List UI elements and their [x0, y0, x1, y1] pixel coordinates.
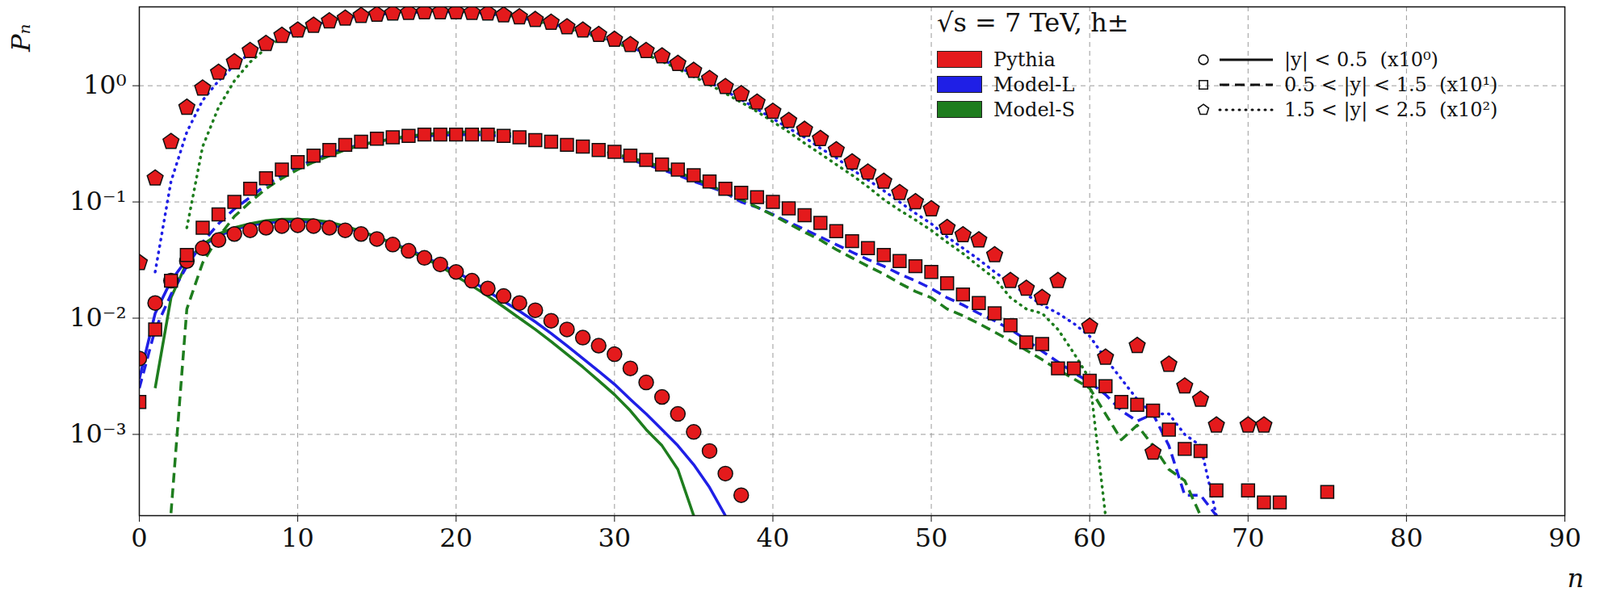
svg-text:10: 10 — [281, 522, 315, 554]
svg-text:10⁰: 10⁰ — [83, 69, 127, 101]
html-text:n: n — [1567, 562, 1584, 594]
svg-text:10⁻³: 10⁻³ — [69, 418, 126, 450]
html-text:Pₙ: Pₙ — [5, 23, 37, 52]
svg-text:20: 20 — [439, 522, 473, 554]
html-text:|y| < 0.5 (x10⁰): |y| < 0.5 (x10⁰) — [1284, 48, 1439, 72]
svg-text:10⁻²: 10⁻² — [69, 302, 126, 333]
html-text:Pythia: Pythia — [993, 48, 1056, 72]
svg-text:70: 70 — [1231, 522, 1265, 554]
html-text:√s = 7 TeV, h±: √s = 7 TeV, h± — [936, 7, 1129, 38]
html-text:Model-L: Model-L — [993, 73, 1075, 97]
svg-text:90: 90 — [1548, 522, 1582, 554]
svg-text:40: 40 — [756, 522, 790, 554]
svg-text:60: 60 — [1073, 522, 1107, 554]
svg-text:80: 80 — [1390, 522, 1424, 554]
html-text:1.5 < |y| < 2.5 (x10²): 1.5 < |y| < 2.5 (x10²) — [1284, 98, 1498, 122]
svg-text:0: 0 — [130, 522, 147, 554]
svg-text:30: 30 — [597, 522, 631, 554]
html-text:0.5 < |y| < 1.5 (x10¹): 0.5 < |y| < 1.5 (x10¹) — [1284, 73, 1498, 97]
html-text:Model-S: Model-S — [993, 98, 1075, 122]
svg-text:50: 50 — [915, 522, 949, 554]
svg-text:10⁻¹: 10⁻¹ — [69, 185, 126, 217]
